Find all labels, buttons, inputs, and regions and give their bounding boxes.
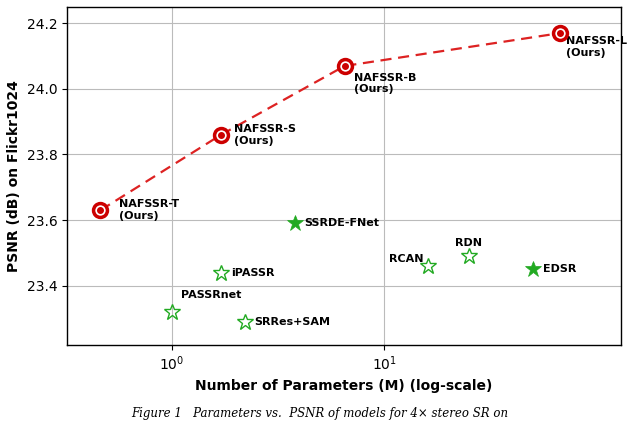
X-axis label: Number of Parameters (M) (log-scale): Number of Parameters (M) (log-scale) — [195, 379, 493, 393]
Text: RCAN: RCAN — [389, 254, 423, 264]
Text: SSRDE-FNet: SSRDE-FNet — [305, 218, 380, 228]
Text: NAFSSR-S
(Ours): NAFSSR-S (Ours) — [234, 124, 296, 146]
Y-axis label: PSNR (dB) on Flickr1024: PSNR (dB) on Flickr1024 — [7, 80, 21, 272]
Text: NAFSSR-B
(Ours): NAFSSR-B (Ours) — [354, 73, 417, 94]
Text: iPASSR: iPASSR — [231, 268, 275, 278]
Text: NAFSSR-T
(Ours): NAFSSR-T (Ours) — [118, 199, 179, 221]
Text: PASSRnet: PASSRnet — [181, 290, 241, 300]
Text: SRRes+SAM: SRRes+SAM — [255, 317, 331, 327]
Text: Figure 1   Parameters vs.  PSNR of models for 4× stereo SR on: Figure 1 Parameters vs. PSNR of models f… — [131, 406, 509, 419]
Text: RDN: RDN — [455, 238, 483, 248]
Text: NAFSSR-L
(Ours): NAFSSR-L (Ours) — [566, 37, 627, 58]
Text: EDSR: EDSR — [543, 264, 577, 274]
